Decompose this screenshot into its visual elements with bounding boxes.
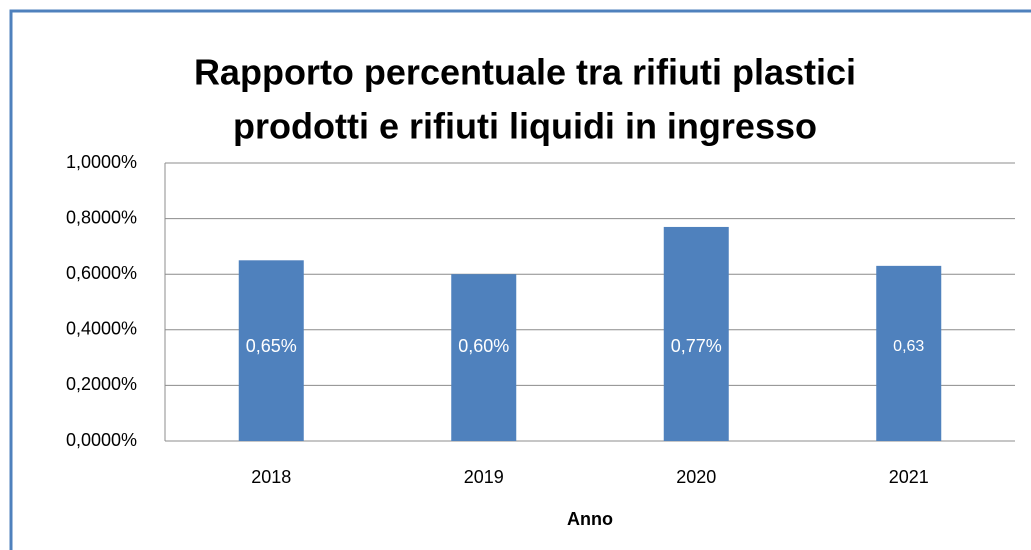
y-tick-label: 0,2000% bbox=[66, 374, 137, 394]
x-tick-label: 2020 bbox=[676, 467, 716, 487]
x-tick-label: 2018 bbox=[251, 467, 291, 487]
x-axis-label: Anno bbox=[567, 509, 613, 529]
y-tick-label: 0,6000% bbox=[66, 263, 137, 283]
data-label: 0,63 bbox=[893, 338, 924, 355]
y-tick-label: 1,0000% bbox=[66, 152, 137, 172]
data-label: 0,65% bbox=[246, 336, 297, 356]
y-tick-label: 0,0000% bbox=[66, 430, 137, 450]
x-tick-label: 2019 bbox=[464, 467, 504, 487]
y-tick-label: 0,8000% bbox=[66, 207, 137, 227]
x-tick-label: 2021 bbox=[889, 467, 929, 487]
data-label: 0,77% bbox=[671, 336, 722, 356]
chart-title: prodotti e rifiuti liquidi in ingresso bbox=[233, 106, 817, 147]
chart-title: Rapporto percentuale tra rifiuti plastic… bbox=[194, 52, 856, 93]
y-tick-label: 0,4000% bbox=[66, 319, 137, 339]
bar bbox=[451, 274, 517, 441]
bar bbox=[876, 265, 942, 441]
bar bbox=[238, 260, 304, 441]
bar bbox=[663, 226, 729, 441]
data-label: 0,60% bbox=[458, 336, 509, 356]
frame bbox=[9, 9, 1031, 550]
